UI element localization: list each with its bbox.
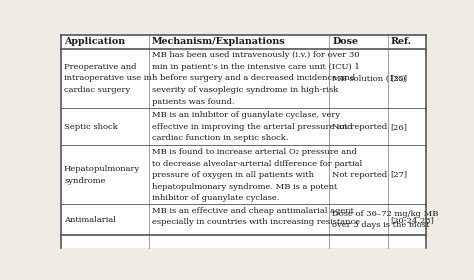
Text: MB solution (1%): MB solution (1%) xyxy=(332,74,406,83)
Text: Antimalarial: Antimalarial xyxy=(64,216,116,224)
Text: MB is an inhibitor of guanylate cyclase, very
effective in improving the arteria: MB is an inhibitor of guanylate cyclase,… xyxy=(152,111,352,142)
Text: Not reported: Not reported xyxy=(332,171,387,179)
Text: Dose: Dose xyxy=(332,37,358,46)
Text: Application: Application xyxy=(64,37,125,46)
Text: MB has been used intravenously (i.v.) for over 30
min in patient’s in the intens: MB has been used intravenously (i.v.) fo… xyxy=(152,51,359,106)
Text: [27]: [27] xyxy=(391,171,408,179)
Text: Dose of 36–72 mg/kg MB
over 3 days is the most: Dose of 36–72 mg/kg MB over 3 days is th… xyxy=(332,210,438,230)
Text: Ref.: Ref. xyxy=(391,37,411,46)
Text: [20-24,28]: [20-24,28] xyxy=(391,216,434,224)
Text: [26]: [26] xyxy=(391,123,408,131)
Text: MB is found to increase arterial O₂ pressure and
to decrease alveolar-arterial d: MB is found to increase arterial O₂ pres… xyxy=(152,148,362,202)
Text: [25]: [25] xyxy=(391,74,408,83)
Text: Septic shock: Septic shock xyxy=(64,123,118,131)
Text: Not reported: Not reported xyxy=(332,123,387,131)
Text: Mechanism/Explanations: Mechanism/Explanations xyxy=(152,37,285,46)
Text: Preoperative and
intraoperative use in
cardiac surgery: Preoperative and intraoperative use in c… xyxy=(64,63,152,94)
Text: Hepatopulmonary
syndrome: Hepatopulmonary syndrome xyxy=(64,165,140,185)
Text: MB is an effective and cheap antimalarial agent
especially in countries with inc: MB is an effective and cheap antimalaria… xyxy=(152,207,360,227)
